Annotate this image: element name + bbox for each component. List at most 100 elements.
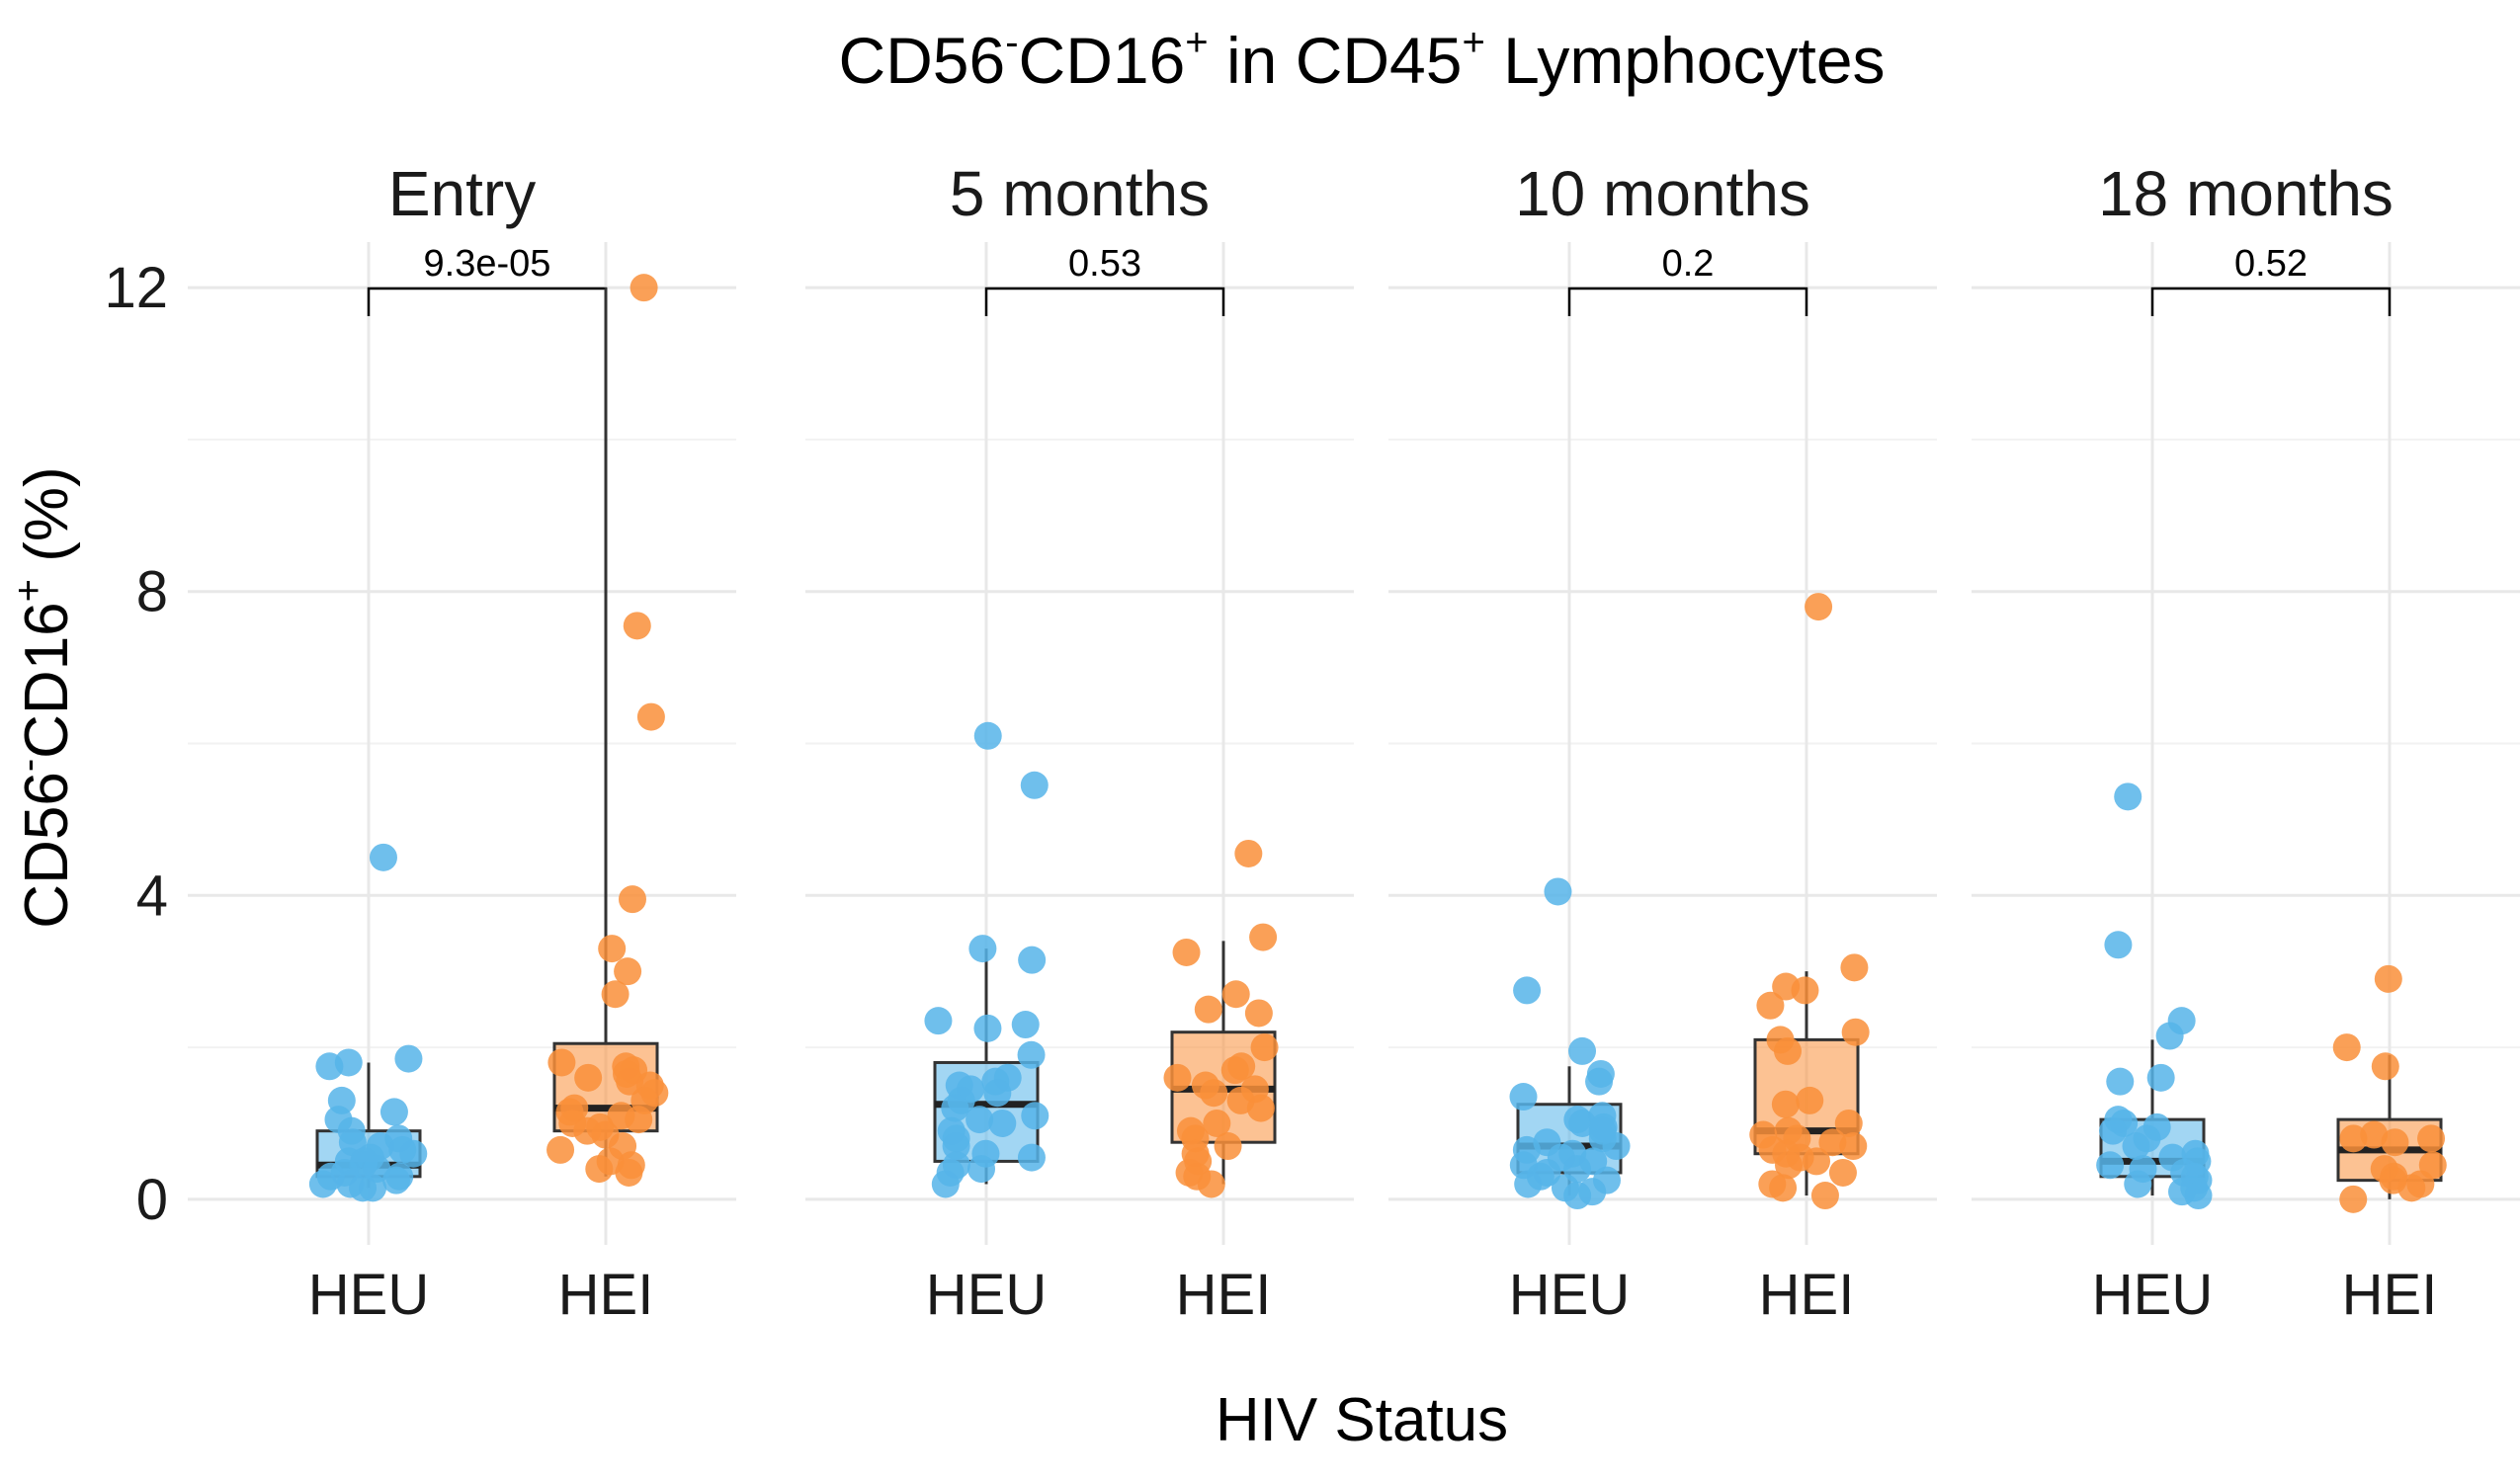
data-point [2106,1067,2135,1096]
data-point [615,1158,643,1187]
data-point [2374,964,2402,993]
y-axis-label-group: CD56-CD16+ (%) [7,466,81,928]
data-point [1756,991,1785,1020]
chart-title-base-1: CD56 [838,24,1005,97]
data-point [1828,1158,1857,1187]
x-tick-label: HEI [1759,1263,1855,1327]
panel-2: 5 months 0.53 HEU HEI [805,158,1354,1327]
chart-title-sup-2: + [1185,21,1208,64]
y-tick-label: 4 [136,864,168,928]
panel-4: 18 months 0.52 HEU HEI [1972,158,2520,1327]
data-point [382,1166,411,1194]
data-point [1841,1018,1870,1046]
panel-strip-label: 18 months [2098,158,2394,229]
data-point [1250,1033,1279,1062]
data-point [988,1109,1017,1137]
x-tick-label: HEU [926,1263,1047,1327]
data-point [1203,1109,1231,1137]
data-point [1011,1011,1040,1039]
data-point [1818,1128,1847,1157]
data-point [1602,1132,1631,1161]
data-point [1544,877,1572,906]
x-axis-label: HIV Status [1216,1386,1508,1454]
data-point [966,1106,994,1134]
data-point [2114,782,2142,811]
data-point [2099,1116,2128,1145]
data-point [399,1139,428,1168]
data-point [574,1063,603,1092]
data-point [1514,1170,1543,1198]
data-point [359,1174,387,1202]
data-point [2397,1174,2426,1202]
data-point [1769,1174,1798,1202]
data-point [1163,1063,1192,1092]
data-point [1585,1067,1614,1096]
data-point [1513,976,1542,1005]
data-point [1200,1079,1228,1108]
data-point [394,1044,423,1073]
data-point [1774,1151,1803,1180]
significance-bracket [2150,287,2392,316]
p-value-label: 0.53 [1068,243,1141,285]
chart-title-base-4: Lymphocytes [1485,24,1886,97]
data-point [968,935,997,963]
data-point [601,980,630,1009]
data-point [1810,1182,1839,1210]
data-point [308,1170,337,1198]
y-axis-label-base-1: CD56 [13,772,81,929]
data-point [598,935,627,963]
y-tick-label: 0 [136,1168,168,1232]
x-tick-label: HEU [308,1263,429,1327]
p-value-label: 0.52 [2234,243,2308,285]
data-point [625,1106,653,1134]
data-point [636,702,665,731]
y-axis-label-sup-2: + [7,579,50,602]
data-point [2146,1063,2175,1092]
data-point [2122,1132,2150,1161]
data-point [1249,923,1278,951]
data-point [973,721,1002,750]
data-point [2184,1182,2213,1210]
data-point [1234,839,1263,867]
data-point [1017,1040,1046,1069]
data-point [983,1079,1012,1108]
data-point [2381,1128,2409,1157]
data-point [616,1067,644,1096]
y-axis-label: CD56-CD16+ (%) [7,466,81,928]
data-point [1805,593,1833,621]
data-point [2332,1033,2361,1062]
data-point [618,885,646,914]
data-point [1214,1132,1242,1161]
data-point [1246,1094,1275,1122]
data-point [1839,1132,1868,1161]
data-point [1221,980,1250,1009]
data-point [1568,1036,1597,1065]
data-point [973,1014,1002,1042]
chart-title-base-2: CD16 [1019,24,1186,97]
data-point [369,843,397,871]
data-point [1771,1090,1800,1118]
y-axis-label-base-3: (%) [13,466,81,579]
data-point [614,957,642,986]
data-point [2124,1170,2152,1198]
data-point [2339,1124,2368,1153]
p-value-label: 0.2 [1662,243,1715,285]
data-point [967,1155,996,1184]
data-point [1197,1170,1225,1198]
significance-bracket [1567,287,1808,316]
data-point [1244,999,1273,1028]
x-tick-label: HEI [1176,1263,1272,1327]
chart-title: CD56-CD16+ in CD45+ Lymphocytes [838,21,1885,97]
data-point [1773,1036,1802,1065]
panel-strip-label: 5 months [950,158,1210,229]
p-value-label: 9.3e-05 [424,243,551,285]
data-point [630,274,658,302]
data-point [1017,1143,1046,1172]
data-point [1220,1056,1249,1085]
data-point [546,1135,575,1164]
data-point [1791,976,1819,1005]
data-point [941,1094,969,1122]
data-point [2360,1120,2389,1149]
panel-strip-label: Entry [388,158,536,229]
